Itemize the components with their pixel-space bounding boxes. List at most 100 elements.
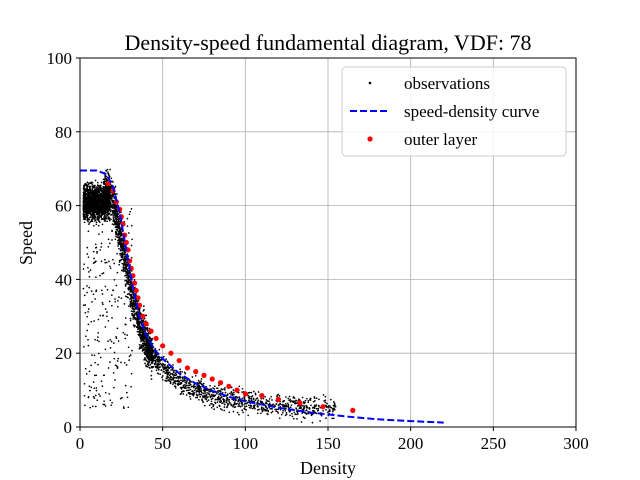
observation-point [97, 352, 100, 355]
observation-point [112, 214, 115, 216]
observation-point [92, 395, 95, 398]
observation-point [161, 378, 164, 381]
observation-point [196, 394, 199, 397]
observation-point [185, 389, 188, 392]
observation-point [101, 218, 104, 220]
x-tick-label: 250 [481, 434, 507, 453]
observation-point [116, 271, 119, 274]
observation-point [183, 390, 185, 393]
observation-point [172, 379, 175, 381]
observation-point [92, 217, 95, 219]
observation-point [250, 391, 253, 394]
x-tick-label: 300 [563, 434, 589, 453]
observation-point [325, 417, 327, 419]
observation-point [129, 298, 131, 300]
observation-point [127, 288, 130, 291]
observation-point [277, 404, 280, 407]
observation-point [98, 205, 100, 208]
y-tick-label: 0 [64, 418, 73, 437]
observation-point [109, 210, 112, 213]
observation-point [85, 335, 87, 338]
observation-point [92, 198, 95, 201]
observation-point [232, 389, 235, 391]
observation-point [315, 412, 318, 415]
observation-point [99, 274, 101, 277]
observation-point [90, 290, 93, 292]
observation-point [86, 291, 88, 294]
observation-point [125, 279, 128, 282]
observation-point [249, 397, 251, 400]
observation-point [304, 417, 306, 420]
observation-point [98, 202, 101, 205]
observation-point [104, 285, 107, 288]
observation-point [117, 357, 120, 360]
observation-point [100, 215, 103, 218]
observation-point [104, 212, 107, 215]
observation-point [116, 327, 119, 330]
outer-layer-point [201, 372, 207, 378]
observation-point [134, 324, 136, 327]
observation-point [107, 201, 110, 203]
observation-point [333, 403, 336, 406]
observation-point [271, 399, 273, 401]
observation-point [96, 218, 99, 221]
observation-point [160, 369, 163, 371]
observation-point [172, 376, 175, 378]
observation-point [213, 408, 215, 410]
observation-point [144, 358, 147, 361]
observation-point [95, 223, 98, 226]
observation-point [242, 411, 244, 414]
observation-point [213, 395, 215, 398]
observation-point [103, 218, 106, 220]
observation-point [114, 238, 117, 241]
observation-point [324, 401, 327, 404]
observation-point [92, 195, 95, 198]
observation-point [260, 406, 263, 409]
observation-point [130, 385, 132, 388]
observation-point [206, 396, 208, 398]
observation-point [101, 293, 104, 295]
observation-point [112, 216, 115, 218]
observation-point [110, 177, 113, 180]
observation-point [213, 385, 216, 388]
observation-point [313, 396, 316, 398]
observation-point [156, 372, 159, 375]
chart-title: Density-speed fundamental diagram, VDF: … [124, 30, 531, 55]
observation-point [108, 206, 110, 209]
observation-point [100, 190, 103, 192]
observation-point [127, 296, 129, 299]
observation-point [90, 214, 92, 217]
observation-point [244, 406, 246, 408]
observation-point [177, 384, 179, 386]
observation-point [86, 197, 88, 200]
observation-point [145, 359, 148, 362]
observation-point [265, 399, 268, 401]
observation-point [105, 179, 108, 182]
observation-point [222, 402, 224, 404]
observation-point [125, 274, 128, 277]
observation-point [95, 186, 98, 188]
observation-point [332, 409, 335, 411]
observation-point [216, 387, 219, 390]
observation-point [216, 401, 219, 404]
observation-point [104, 220, 107, 222]
observation-point [158, 358, 161, 360]
observation-point [94, 216, 96, 219]
observation-point [91, 215, 94, 217]
observation-point [267, 409, 269, 412]
observation-point [97, 219, 100, 222]
observation-point [90, 220, 93, 223]
observation-point [86, 219, 89, 222]
observation-point [208, 404, 211, 407]
observation-point [270, 411, 273, 414]
observation-point [118, 241, 121, 244]
observation-point [167, 369, 169, 371]
observation-point [191, 385, 193, 388]
observation-point [97, 188, 100, 191]
observation-point [97, 336, 99, 338]
observation-point [115, 231, 117, 233]
observation-point [108, 300, 111, 303]
observation-point [85, 184, 88, 187]
observation-point [122, 331, 125, 334]
